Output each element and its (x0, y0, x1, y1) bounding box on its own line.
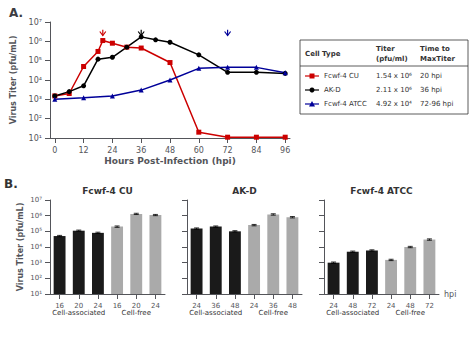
svg-text:10⁵: 10⁵ (30, 227, 42, 235)
svg-text:24: 24 (386, 301, 396, 310)
svg-text:24: 24 (329, 301, 338, 310)
svg-text:Cell Type: Cell Type (305, 50, 341, 58)
svg-text:Cell-free: Cell-free (122, 309, 151, 317)
svg-text:10²: 10² (30, 274, 42, 282)
svg-text:10⁶: 10⁶ (29, 37, 42, 46)
svg-text:MaxTiter: MaxTiter (420, 55, 455, 63)
svg-text:10⁴: 10⁴ (30, 243, 42, 251)
svg-text:10⁵: 10⁵ (29, 56, 42, 65)
svg-text:72: 72 (425, 302, 434, 310)
svg-text:4.92 x 10⁴: 4.92 x 10⁴ (376, 100, 412, 108)
svg-text:(pfu/ml): (pfu/ml) (376, 55, 408, 63)
svg-text:36 hpi: 36 hpi (420, 86, 442, 94)
svg-text:12: 12 (79, 146, 89, 155)
svg-text:AK-D: AK-D (324, 86, 341, 94)
svg-text:10⁴: 10⁴ (29, 76, 42, 85)
svg-text:Cell-free: Cell-free (396, 309, 425, 317)
svg-text:10⁷: 10⁷ (29, 18, 42, 27)
svg-text:Fcwf-4 ATCC: Fcwf-4 ATCC (324, 100, 367, 108)
svg-text:1.54 x 10⁶: 1.54 x 10⁶ (376, 72, 412, 80)
svg-text:B.: B. (4, 177, 18, 191)
svg-text:Cell-associated: Cell-associated (189, 309, 242, 317)
svg-text:96: 96 (280, 146, 290, 155)
svg-text:hpi: hpi (444, 290, 456, 299)
svg-text:48: 48 (405, 301, 415, 310)
svg-text:10³: 10³ (30, 259, 42, 267)
svg-text:AK-D: AK-D (232, 186, 256, 196)
svg-text:36: 36 (268, 301, 278, 310)
svg-text:A.: A. (9, 6, 23, 20)
svg-text:Time to: Time to (420, 45, 450, 53)
svg-text:Fcwf-4 ATCC: Fcwf-4 ATCC (350, 186, 413, 196)
svg-text:72: 72 (367, 301, 377, 310)
svg-text:Cell-free: Cell-free (259, 309, 288, 317)
svg-text:24: 24 (93, 301, 103, 310)
svg-text:24: 24 (249, 301, 259, 310)
svg-text:10⁷: 10⁷ (30, 196, 42, 204)
svg-text:Cell-associated: Cell-associated (326, 309, 379, 317)
svg-text:36: 36 (136, 146, 146, 155)
svg-text:72-96 hpi: 72-96 hpi (420, 100, 453, 108)
svg-text:60: 60 (194, 146, 204, 155)
svg-text:20 hpi: 20 hpi (420, 72, 442, 80)
svg-text:Fcwf-4 CU: Fcwf-4 CU (324, 72, 359, 80)
svg-text:24: 24 (151, 302, 160, 310)
svg-text:36: 36 (211, 301, 221, 310)
svg-text:24: 24 (192, 301, 201, 310)
svg-text:0: 0 (52, 146, 57, 155)
svg-text:84: 84 (251, 146, 261, 155)
svg-text:48: 48 (288, 302, 297, 310)
svg-text:24: 24 (107, 146, 117, 155)
svg-text:Fcwf-4 CU: Fcwf-4 CU (82, 186, 133, 196)
svg-text:16: 16 (112, 301, 122, 310)
svg-text:Titer: Titer (376, 45, 395, 53)
svg-text:10²: 10² (29, 114, 42, 123)
svg-text:Virus Titer (pfu/mL): Virus Titer (pfu/mL) (9, 36, 18, 125)
svg-text:Virus Titer (pfu/mL): Virus Titer (pfu/mL) (16, 203, 25, 292)
svg-text:72: 72 (223, 146, 233, 155)
svg-text:20: 20 (131, 301, 141, 310)
svg-text:Hours Post-Infection (hpi): Hours Post-Infection (hpi) (104, 156, 236, 166)
svg-text:10³: 10³ (29, 95, 42, 104)
svg-text:Cell-associated: Cell-associated (52, 309, 105, 317)
svg-text:20: 20 (74, 301, 84, 310)
svg-text:10¹: 10¹ (29, 134, 42, 143)
svg-text:48: 48 (348, 301, 358, 310)
svg-text:10¹: 10¹ (30, 290, 42, 298)
svg-text:10⁶: 10⁶ (30, 212, 42, 220)
svg-text:16: 16 (55, 301, 64, 310)
svg-text:2.11 x 10⁶: 2.11 x 10⁶ (376, 86, 412, 94)
svg-text:48: 48 (165, 146, 175, 155)
svg-text:48: 48 (230, 301, 240, 310)
